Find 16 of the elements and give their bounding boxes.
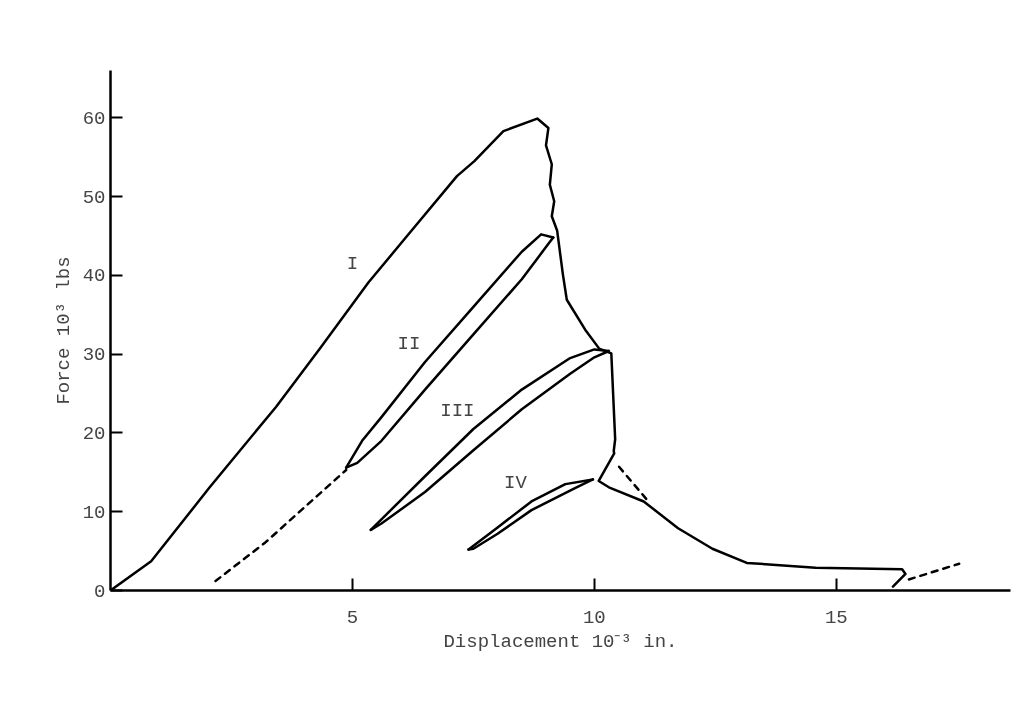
annotation: I <box>346 253 359 276</box>
x-tick-label: 10 <box>582 606 606 629</box>
y-tick-label: 20 <box>82 422 106 445</box>
x-tick-label: 5 <box>346 606 359 629</box>
annotation: III <box>440 399 475 422</box>
x-tick-label: 15 <box>824 606 848 629</box>
y-tick-label: 10 <box>82 501 106 524</box>
y-tick-label: 60 <box>82 107 106 130</box>
y-tick-label: 40 <box>82 265 106 288</box>
y-axis-title: Force 10³ lbs <box>52 256 75 405</box>
annotation: II <box>397 333 421 356</box>
y-tick-label: 30 <box>82 344 106 367</box>
y-tick-label: 0 <box>94 580 106 603</box>
y-tick-label: 50 <box>82 186 106 209</box>
x-axis-title: Displacement 10⁻³ in. <box>443 630 678 653</box>
annotation: IV <box>504 472 528 495</box>
